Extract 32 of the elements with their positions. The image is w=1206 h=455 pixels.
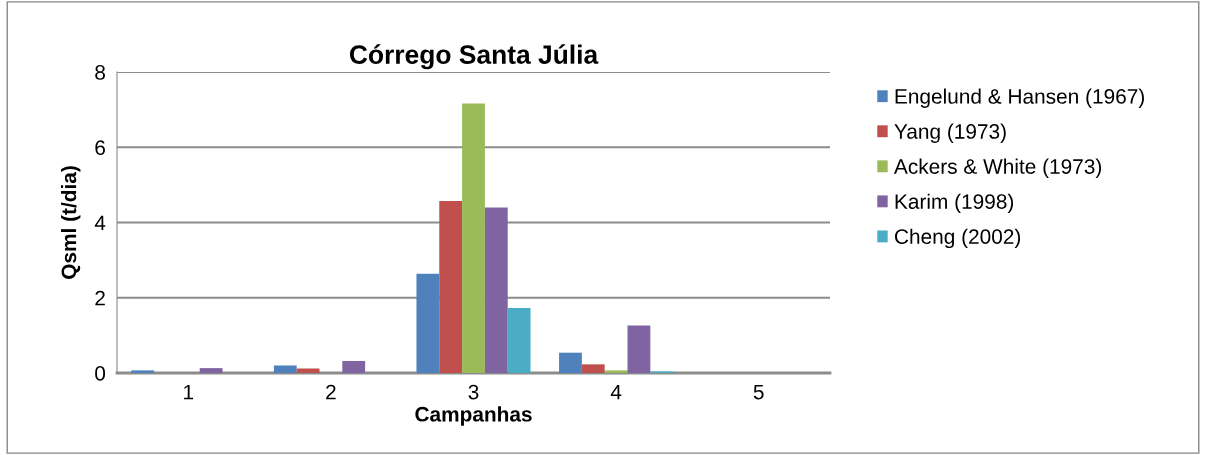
bar <box>462 103 485 373</box>
bar <box>627 325 651 373</box>
bar <box>416 273 440 373</box>
bar <box>296 368 320 373</box>
bar <box>581 364 605 373</box>
bar <box>559 352 582 373</box>
y-axis-title: Qsml (t/dia) <box>60 166 81 279</box>
x-tick-label: 5 <box>753 384 764 400</box>
x-tick-label: 4 <box>610 384 622 400</box>
bar <box>199 368 223 373</box>
x-tick-label: 3 <box>468 384 479 400</box>
bar <box>342 360 366 373</box>
y-tick-label: 4 <box>94 215 106 231</box>
x-axis-title: Campanhas <box>415 406 532 426</box>
bar <box>604 370 628 373</box>
legend-label: Yang (1973) <box>894 123 1006 143</box>
y-tick-label: 2 <box>95 290 105 306</box>
y-tick-label: 8 <box>95 65 105 80</box>
y-tick-label: 6 <box>95 140 105 155</box>
chart-title: Córrego Santa Júlia <box>349 44 599 70</box>
legend-label: Cheng (2002) <box>894 228 1021 249</box>
bar <box>131 370 155 373</box>
x-tick-label: 2 <box>326 384 336 400</box>
y-tick-label: 0 <box>95 366 106 381</box>
x-tick-label: 1 <box>184 384 194 400</box>
legend-label: Engelund & Hansen (1967) <box>895 88 1144 108</box>
bar <box>484 207 508 373</box>
legend-label: Ackers & White (1973) <box>893 158 1102 179</box>
bar <box>507 307 531 373</box>
bar <box>273 365 297 373</box>
legend-label: Karim (1998) <box>895 193 1014 214</box>
bar <box>439 201 463 373</box>
